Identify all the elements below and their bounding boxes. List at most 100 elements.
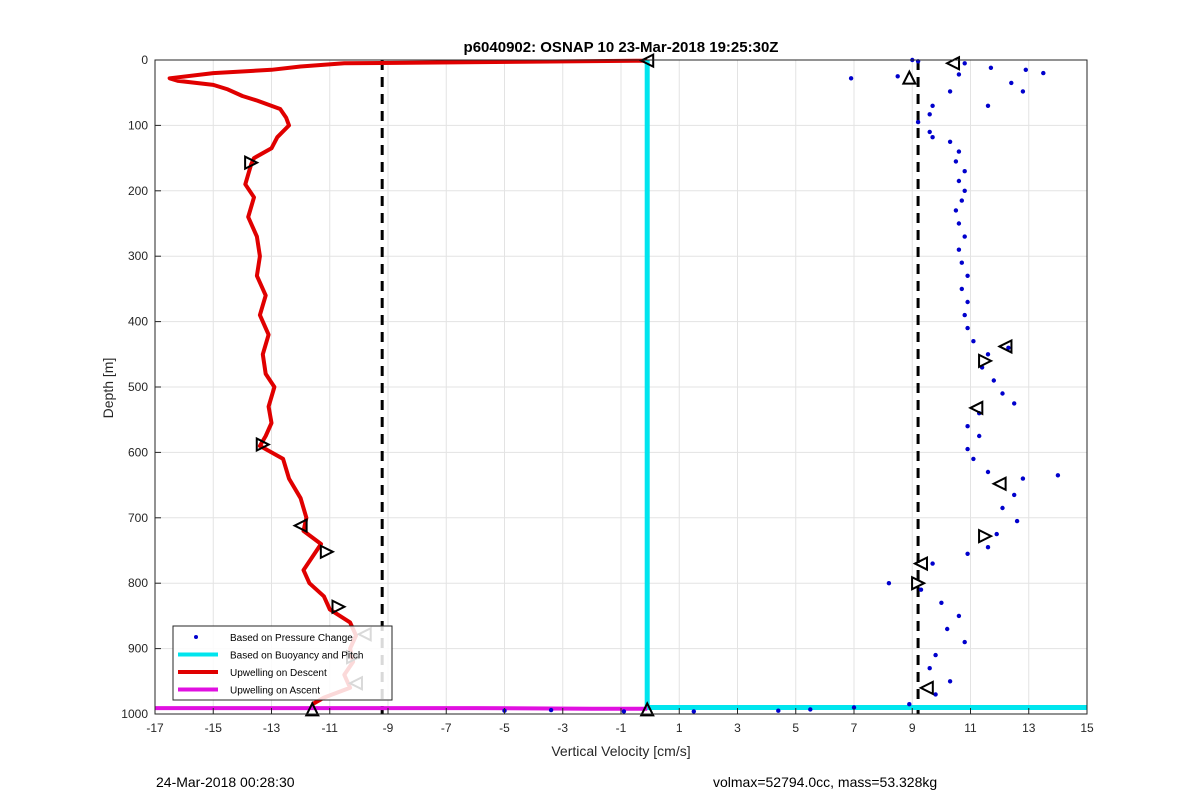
pressure-change-point	[971, 456, 976, 462]
pressure-change-point	[945, 626, 950, 632]
y-tick-label: 300	[128, 249, 148, 263]
pressure-change-point	[988, 65, 994, 71]
triangle-marker	[901, 69, 917, 85]
pressure-change-point	[1009, 80, 1014, 86]
pressure-change-point	[851, 705, 857, 710]
legend-swatch-dot	[194, 635, 198, 639]
series-upwelling-ascent	[155, 706, 648, 711]
triangle-marker	[918, 680, 934, 696]
axes: -17 -15 -13 -11 -9 -7 -5 -3 -1 1 3 5 7 9 11 13 150100200…	[121, 53, 1094, 735]
x-tick-label: 13	[1022, 721, 1036, 735]
pressure-change-point	[965, 446, 970, 452]
pressure-change-point	[956, 178, 962, 184]
pressure-change-point	[991, 378, 996, 383]
pressure-change-point	[939, 600, 944, 605]
pressure-change-point	[808, 707, 813, 712]
legend-label: Based on Buoyancy and Pitch	[230, 651, 363, 662]
triangle-marker	[991, 476, 1007, 492]
pressure-change-point	[977, 433, 982, 439]
x-tick-label: -7	[441, 721, 452, 735]
pressure-change-point	[962, 639, 967, 645]
pressure-change-point	[965, 551, 970, 556]
y-tick-label: 600	[128, 445, 148, 459]
pressure-change-point	[776, 708, 781, 713]
pressure-change-point	[985, 352, 991, 357]
y-tick-label: 500	[128, 380, 148, 394]
pressure-change-point	[915, 119, 921, 125]
pressure-change-point	[959, 286, 964, 292]
pressure-change-point	[927, 666, 932, 671]
y-tick-label: 100	[128, 118, 148, 132]
pressure-change-point	[947, 679, 953, 684]
footer-volmax-mass: volmax=52794.0cc, mass=53.328kg	[713, 774, 937, 790]
pressure-change-point	[930, 561, 935, 566]
pressure-change-point	[1006, 345, 1011, 350]
x-tick-label: 5	[792, 721, 799, 735]
pressure-change-point	[994, 531, 999, 537]
triangle-marker	[911, 575, 927, 591]
pressure-change-point	[918, 587, 924, 592]
pressure-change-point	[621, 709, 627, 714]
x-tick-label: 3	[734, 721, 741, 735]
pressure-change-point	[927, 112, 932, 117]
x-tick-label: 1	[676, 721, 683, 735]
x-tick-label: -11	[322, 721, 339, 735]
pressure-change-point	[965, 424, 970, 429]
triangle-marker	[638, 53, 655, 69]
pressure-change-point	[930, 103, 935, 109]
triangle-marker	[997, 338, 1013, 355]
pressure-change-point	[956, 221, 962, 226]
pressure-change-point	[956, 72, 962, 77]
pressure-change-point	[933, 692, 938, 697]
pressure-change-point	[962, 188, 967, 193]
triangle-marker	[968, 400, 984, 416]
pressure-change-point	[959, 198, 964, 203]
pressure-change-point	[959, 260, 964, 265]
triangle-marker	[244, 155, 260, 171]
grid	[154, 59, 1088, 715]
footer-timestamp: 24-Mar-2018 00:28:30	[156, 774, 295, 790]
x-tick-label: -1	[616, 721, 627, 735]
chart-title: p6040902: OSNAP 10 23-Mar-2018 19:25:30Z	[464, 39, 779, 56]
pressure-change-point	[965, 273, 970, 278]
pressure-change-point	[1041, 70, 1046, 76]
x-tick-label: 7	[851, 721, 858, 735]
pressure-change-point	[930, 135, 935, 140]
pressure-change-point	[1020, 89, 1026, 94]
pressure-change-point	[971, 339, 976, 344]
plot-area	[155, 53, 1087, 717]
triangle-marker	[331, 599, 347, 615]
pressure-change-point	[947, 139, 953, 144]
pressure-change-point	[933, 652, 938, 658]
triangle-marker	[304, 701, 320, 717]
y-tick-label: 200	[128, 184, 148, 198]
x-tick-label: 15	[1080, 721, 1094, 735]
x-tick-label: -15	[205, 721, 223, 735]
pressure-change-point	[1000, 505, 1005, 511]
pressure-change-point	[985, 545, 991, 550]
legend-label: Upwelling on Descent	[230, 668, 327, 679]
x-tick-label: 11	[964, 721, 977, 735]
pressure-change-point	[956, 149, 962, 154]
pressure-change-point	[1020, 476, 1026, 481]
pressure-change-point	[927, 129, 932, 135]
triangle-marker	[978, 353, 994, 369]
pressure-change-point	[985, 469, 991, 475]
pressure-change-point	[1055, 473, 1061, 478]
y-tick-label: 900	[128, 642, 148, 656]
pressure-change-point	[965, 325, 970, 331]
pressure-change-point	[962, 169, 967, 174]
pressure-change-point	[985, 103, 991, 109]
y-tick-label: 0	[141, 53, 148, 67]
triangle-marker	[912, 555, 928, 572]
pressure-change-point	[1014, 518, 1020, 524]
pressure-change-point	[962, 61, 967, 66]
x-tick-label: -5	[499, 721, 510, 735]
pressure-change-point	[947, 89, 953, 94]
x-tick-label: -3	[557, 721, 568, 735]
pressure-change-point	[886, 581, 892, 586]
pressure-change-point	[1023, 67, 1028, 73]
triangle-marker	[978, 528, 994, 544]
x-tick-label: -9	[383, 721, 394, 735]
